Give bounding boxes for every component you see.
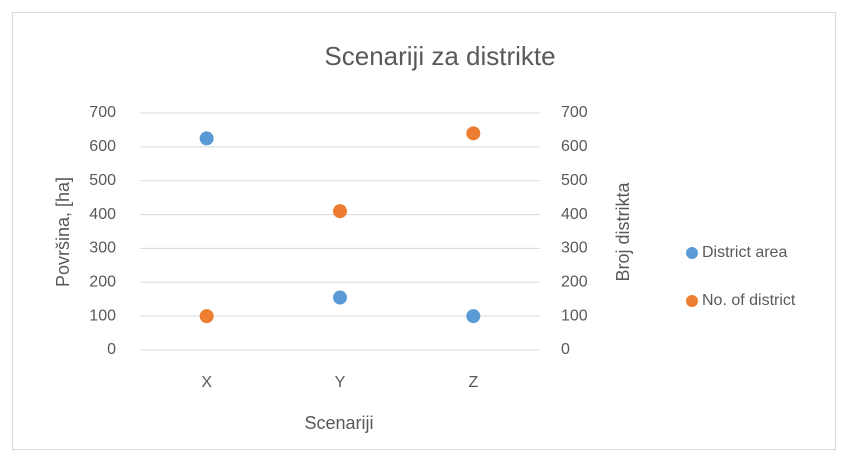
y-axis-title: Površina, [ha] <box>53 177 73 287</box>
legend-label: District area <box>702 244 787 261</box>
chart-border <box>12 12 836 450</box>
y-tick-label: 500 <box>89 172 116 189</box>
y-tick-label: 300 <box>89 240 116 257</box>
marker <box>199 131 214 146</box>
y2-tick-label: 700 <box>561 104 588 121</box>
marker <box>199 309 214 324</box>
y2-tick-label: 300 <box>561 240 588 257</box>
x-axis-title: Scenariji <box>304 413 373 433</box>
legend-marker <box>686 247 698 259</box>
y-tick-label: 100 <box>89 307 116 324</box>
marker <box>466 309 481 324</box>
legend-marker <box>686 295 698 307</box>
y2-tick-label: 100 <box>561 307 588 324</box>
y2-tick-label: 400 <box>561 206 588 223</box>
y2-tick-label: 0 <box>561 341 570 358</box>
y-tick-label: 700 <box>89 104 116 121</box>
y-tick-label: 400 <box>89 206 116 223</box>
x-tick-label: Z <box>468 374 478 391</box>
marker <box>333 290 347 305</box>
y2-tick-label: 600 <box>561 138 588 155</box>
chart-title: Scenariji za distrikte <box>324 41 555 71</box>
y-tick-label: 200 <box>89 274 116 291</box>
x-tick-label: Y <box>335 374 346 391</box>
y2-tick-label: 500 <box>561 172 588 189</box>
marker <box>333 204 347 219</box>
x-tick-label: X <box>201 374 212 391</box>
y2-tick-label: 200 <box>561 274 588 291</box>
y-tick-label: 0 <box>107 341 116 358</box>
marker <box>466 126 481 141</box>
y-tick-label: 600 <box>89 138 116 155</box>
y2-axis-title: Broj distrikta <box>613 182 633 282</box>
legend-label: No. of district <box>702 292 796 309</box>
